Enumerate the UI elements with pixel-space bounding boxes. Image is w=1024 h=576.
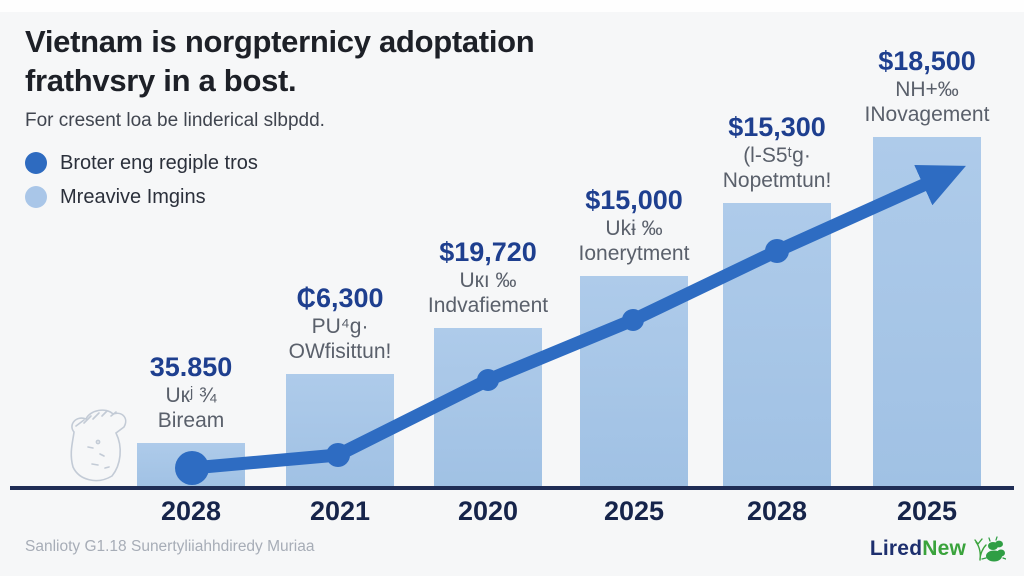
doodle-sketch-icon xyxy=(70,409,127,482)
trend-point xyxy=(326,443,350,467)
bar-value-label: 35.850 xyxy=(149,352,233,382)
top-strip xyxy=(0,0,1024,12)
bar-sub-label-2: Indvafiement xyxy=(427,294,549,317)
trend-point xyxy=(765,239,789,263)
bar-value-label: $15,300 xyxy=(728,112,826,142)
bar-sub-label-2: Ionerytment xyxy=(578,242,690,265)
subtitle: For cresent loa be linderical slbpdd. xyxy=(25,110,325,131)
legend-label: Mreavive Imgins xyxy=(60,185,206,208)
bar-sub-label-1: NH+‰ xyxy=(895,78,959,101)
legend-item-line: Mreavive Imgins xyxy=(25,180,258,214)
bar-sub-label-1: (l-S5ᵗg· xyxy=(743,144,811,167)
x-axis-label: 2025 xyxy=(896,496,958,526)
trend-point xyxy=(622,309,644,331)
page-title: Vietnam is norgpternicy adoptation frath… xyxy=(25,24,535,98)
trend-point xyxy=(175,451,209,485)
bar-label-block: $15,000 Ukɨ ‰ Ionerytment xyxy=(519,185,749,266)
logo-plant-icon xyxy=(974,536,1006,562)
logo-text-secondary: New xyxy=(922,537,966,560)
trend-point xyxy=(477,369,499,391)
bar xyxy=(434,328,542,488)
bar-label-block: ₵6,300 PU⁴g· OWfisittun! xyxy=(225,283,455,364)
brand-logo: Lired New xyxy=(870,534,1006,564)
bar-label-block: 35.850 Uкʲ ¾ Biream xyxy=(76,352,306,433)
legend: Broter eng regiple tros Mreavive Imgins xyxy=(25,146,258,214)
bar-value-label: $19,720 xyxy=(439,237,537,267)
legend-dot-light-blue-icon xyxy=(25,186,47,208)
legend-item-bars: Broter eng regiple tros xyxy=(25,146,258,180)
source-note: Sanlioty G1.18 Sunertyliiahhdiredy Muria… xyxy=(25,538,315,555)
bar-value-label: $18,500 xyxy=(878,46,976,76)
bar-label-block: $18,500 NH+‰ INovagement xyxy=(812,46,1024,127)
bar-sub-label-2: Biream xyxy=(157,409,225,432)
legend-dot-dark-blue-icon xyxy=(25,152,47,174)
bar-sub-label-1: PU⁴g· xyxy=(311,315,369,338)
bar-label-block: $19,720 Uкı ‰ Indvafiement xyxy=(373,237,603,318)
x-axis-label: 2020 xyxy=(457,496,519,526)
bar-value-label: $15,000 xyxy=(585,185,683,215)
bar-sub-label-2: INovagement xyxy=(864,103,990,126)
bar-sub-label-1: Ukɨ ‰ xyxy=(605,217,663,240)
x-axis-line xyxy=(10,486,1014,490)
x-axis-label: 2028 xyxy=(746,496,808,526)
logo-text-primary: Lired xyxy=(869,537,923,560)
x-axis-label: 2025 xyxy=(603,496,665,526)
bar-value-label: ₵6,300 xyxy=(296,283,384,313)
bar-label-block: $15,300 (l-S5ᵗg· Nopetmtun! xyxy=(662,112,892,193)
bar-sub-label-1: Uкʲ ¾ xyxy=(165,384,217,407)
bar-sub-label-2: OWfisittun! xyxy=(288,340,392,363)
legend-label: Broter eng regiple tros xyxy=(60,151,258,174)
x-axis-label: 2021 xyxy=(309,496,371,526)
x-axis-label: 2028 xyxy=(160,496,222,526)
bar-sub-label-2: Nopetmtun! xyxy=(722,169,832,192)
bar-sub-label-1: Uкı ‰ xyxy=(459,269,517,292)
